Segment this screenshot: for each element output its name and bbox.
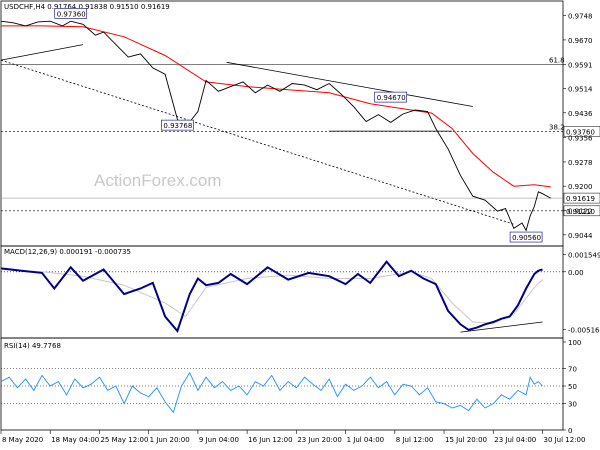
macd-signal-line	[0, 269, 543, 324]
macd-y-tick-label: 0.00	[568, 269, 584, 277]
macd-y-tick-label: -0.005164	[568, 326, 600, 334]
x-tick-label: 15 Jul 20:00	[445, 436, 487, 444]
price-y-tick-label: 0.9356	[568, 135, 593, 143]
x-tick-label: 8 May 2020	[2, 436, 43, 444]
x-tick-label: 23 Jun 20:00	[297, 436, 341, 444]
swing-label: 0.93768	[163, 122, 192, 130]
fib-label-fib-61.8: 61.8	[549, 57, 565, 65]
watermark: ActionForex.com	[94, 171, 222, 190]
fib-price-label: 0.93760	[566, 128, 595, 136]
rsi-header: RSI(14) 49.7768	[4, 342, 61, 350]
rsi-panel-frame	[0, 337, 564, 431]
current-price-tag	[563, 192, 600, 204]
rsi-y-tick-label: 100	[568, 339, 581, 347]
price-y-axis: 0.9748 0.9670 0.9591 0.9514 0.9436 0.9356 0.92…	[563, 13, 600, 240]
support-price-label: 0.91210	[566, 208, 595, 216]
current-price-label: 0.91619	[566, 195, 595, 203]
price-y-tick-label: 0.9278	[568, 159, 593, 167]
rsi-y-tick-label: 0	[568, 427, 572, 435]
trendline	[226, 61, 473, 107]
macd-header: MACD(12,26,9) 0.000191 -0.000735	[4, 248, 131, 256]
rsi-y-axis: 100 70 50 30 0	[563, 339, 581, 435]
price-trendlines	[0, 44, 514, 225]
price-header: USDCHF,H4 0.91764 0.91838 0.91510 0.9161…	[4, 3, 170, 11]
price-panel: ActionForex.com USDCHF,H4 0.91764 0.9183…	[0, 0, 600, 247]
swing-label-box	[374, 91, 408, 103]
x-tick-label: 30 Jul 12:00	[543, 436, 585, 444]
price-y-tick-label: 0.9200	[568, 183, 593, 191]
rsi-y-tick-label: 30	[568, 401, 577, 409]
price-y-tick-label: 0.9591	[568, 62, 593, 70]
swing-label-box	[161, 119, 194, 131]
price-levels: 61.8 38.20.93760 0.91210	[1, 57, 600, 217]
rsi-y-tick-label: 70	[568, 365, 577, 373]
x-tick-label: 1 Jul 04:00	[347, 436, 385, 444]
moving-average-line	[1, 25, 551, 188]
price-y-tick-label: 0.9670	[568, 37, 593, 45]
swing-label-box	[54, 8, 88, 19]
fib-price-tag	[563, 126, 600, 137]
x-tick-label: 25 May 12:00	[100, 436, 148, 444]
price-line	[0, 20, 551, 232]
support-price-tag	[563, 205, 600, 217]
macd-y-tick-label: 0.001549	[568, 251, 600, 259]
rsi-levels	[1, 368, 563, 404]
x-tick-label: 1 Jun 20:00	[150, 436, 190, 444]
trendline	[0, 44, 84, 61]
price-y-tick-label: 0.9044	[568, 232, 593, 240]
x-tick-label: 23 Jul 04:00	[494, 436, 536, 444]
swing-label-box	[509, 231, 543, 243]
macd-trendline	[460, 321, 543, 333]
x-tick-label: 16 Jun 12:00	[248, 436, 292, 444]
x-tick-label: 9 Jun 04:00	[199, 436, 239, 444]
x-tick-label: 8 Jul 12:00	[396, 436, 434, 444]
swing-label: 0.94670	[377, 94, 406, 102]
price-y-tick-label: 0.9748	[568, 13, 593, 21]
macd-y-axis: 0.001549 0.00 -0.005164	[563, 251, 600, 334]
swing-label: 0.90560	[512, 234, 541, 242]
rsi-y-tick-label: 50	[568, 383, 577, 391]
macd-line	[0, 260, 543, 334]
price-annotations: 0.97360 0.93768 0.94670 0.90560	[54, 8, 543, 243]
swing-label: 0.97360	[57, 10, 86, 18]
price-y-tick-label: 0.9436	[568, 110, 593, 118]
trendline	[0, 59, 514, 225]
rsi-panel: RSI(14) 49.7768 100 70 50 30 0	[0, 337, 581, 435]
x-axis: 8 May 2020 18 May 04:00 25 May 12:00 1 Jun …	[0, 430, 585, 444]
rsi-line	[0, 371, 543, 414]
price-y-tick-label: 0.9514	[568, 85, 593, 93]
price-y-tick-label: 0.9122	[568, 208, 593, 216]
fib-label-fib-38.2: 38.2	[549, 123, 565, 131]
x-tick-label: 18 May 04:00	[51, 436, 99, 444]
